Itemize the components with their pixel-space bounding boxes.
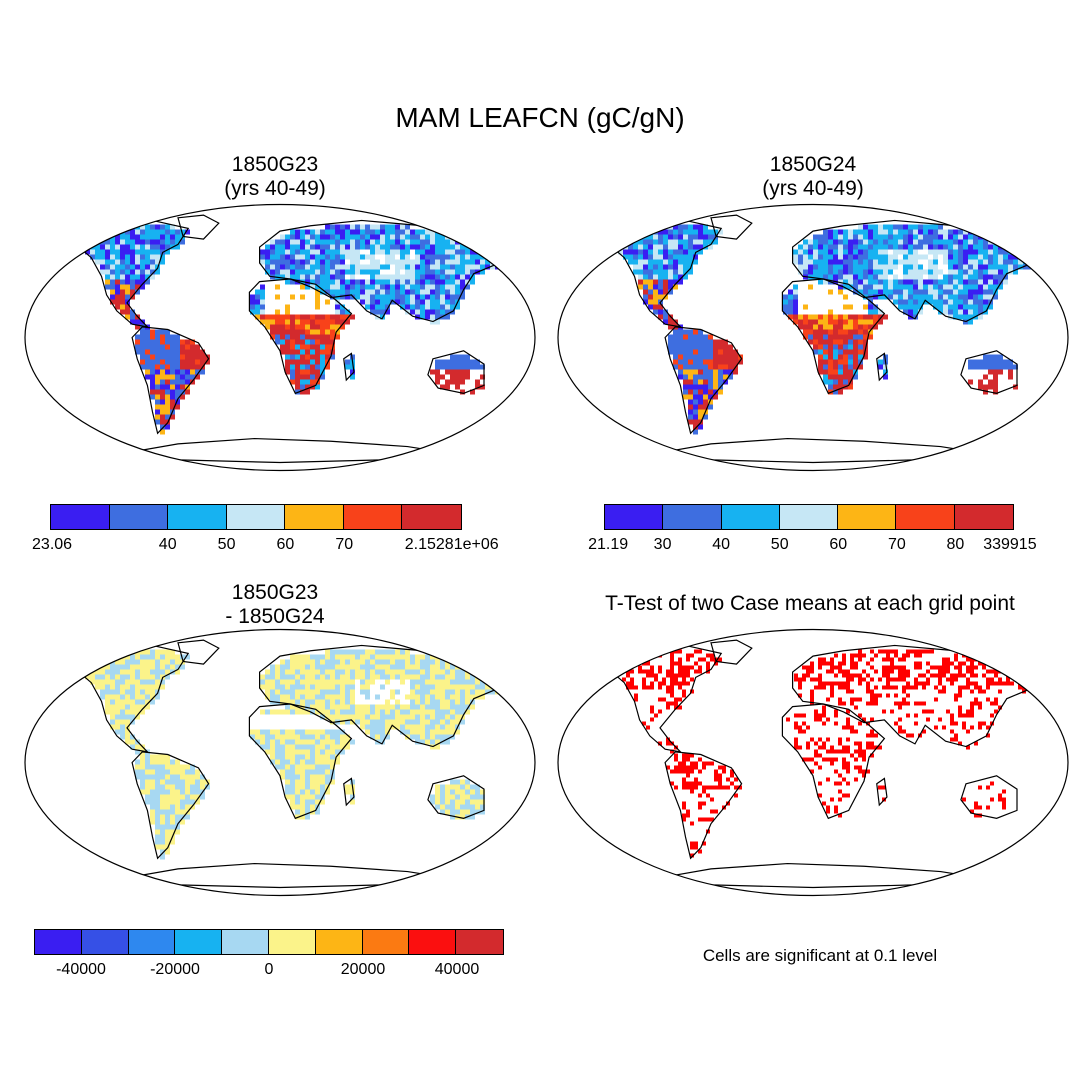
coastline-madagascar: [343, 352, 355, 382]
coastline-greenland: [710, 214, 753, 240]
map-border: [24, 628, 536, 897]
coastline-europeAsia: [259, 644, 506, 748]
colorbar-tick-label: 40: [712, 536, 731, 553]
colorbar-box: [954, 505, 1013, 529]
colorbar-tick-label: 80: [946, 536, 965, 553]
colorbar-box: [721, 505, 780, 529]
colorbar-box: [226, 505, 286, 529]
colorbar-box: [838, 505, 897, 529]
panel-c-title: 1850G23 - 1850G24: [225, 581, 325, 628]
colorbar-tick-label: 70: [335, 536, 354, 553]
colorbar-box: [315, 930, 363, 954]
coastline-greenland: [710, 639, 753, 665]
colorbar-box: [779, 505, 839, 529]
coastline-australia: [427, 350, 485, 394]
colorbar-tick-label: 23.06: [32, 536, 73, 553]
coastline-northAmerica: [64, 219, 190, 328]
coastline-africa: [248, 278, 353, 395]
colorbar-c: [34, 929, 504, 955]
map-panel-a: [24, 203, 536, 472]
map-coastlines: [597, 639, 1039, 889]
panel-d-title: T-Test of two Case means at each grid po…: [605, 592, 1015, 615]
coastline-madagascar: [876, 352, 888, 382]
significance-note: Cells are significant at 0.1 level: [702, 946, 938, 965]
coastline-greenland: [177, 214, 220, 240]
colorbar-box: [128, 930, 176, 954]
colorbar-box: [81, 930, 129, 954]
colorbar-tick-label: 339915: [983, 536, 1037, 553]
colorbar-tick-label: 21.19: [588, 536, 629, 553]
colorbar-a-labels: 23.06 40 50 60 70 2.15281e+06: [32, 536, 499, 556]
coastline-greenland: [177, 639, 220, 665]
colorbar-tick-label: 40: [158, 536, 177, 553]
colorbar-box: [51, 505, 110, 529]
coastline-europeAsia: [792, 219, 1039, 323]
colorbar-tick-label: 40000: [434, 961, 480, 978]
coastline-africa: [781, 278, 886, 395]
coastline-northAmerica: [64, 644, 190, 753]
coastline-africa: [248, 703, 353, 820]
map-coastlines: [64, 214, 506, 464]
map-panel-c: [24, 628, 536, 897]
coastline-northAmerica: [597, 219, 723, 328]
colorbar-box: [402, 505, 461, 529]
map-border: [24, 203, 536, 472]
colorbar-tick-label: 70: [887, 536, 906, 553]
coastline-australia: [960, 775, 1018, 819]
map-border: [557, 203, 1069, 472]
colorbar-box: [896, 505, 955, 529]
colorbar-b: [604, 504, 1014, 530]
colorbar-tick-label: -20000: [150, 961, 200, 978]
colorbar-a: [50, 504, 462, 530]
colorbar-box: [285, 505, 344, 529]
colorbar-box: [409, 930, 457, 954]
coastline-africa: [781, 703, 886, 820]
colorbar-box: [605, 505, 664, 529]
map-cells: [70, 649, 505, 860]
map-border: [557, 628, 1069, 897]
coastline-europeAsia: [792, 644, 1039, 748]
coastline-southAmerica: [664, 751, 743, 860]
coastline-southAmerica: [131, 326, 210, 435]
colorbar-tick-label: 20000: [340, 961, 386, 978]
coastline-madagascar: [343, 777, 355, 807]
map-panel-b: [557, 203, 1069, 472]
colorbar-box: [35, 930, 82, 954]
panel-b-title: 1850G24 (yrs 40-49): [762, 153, 864, 200]
colorbar-box: [222, 930, 269, 954]
colorbar-b-labels: 21.19 30 40 50 60 70 80 339915: [588, 536, 1037, 556]
panel-a-title: 1850G23 (yrs 40-49): [224, 153, 326, 200]
colorbar-c-labels: -40000 -20000 0 20000 40000: [34, 961, 504, 981]
colorbar-box: [109, 505, 169, 529]
colorbar-tick-label: 2.15281e+06: [404, 536, 499, 553]
colorbar-tick-label: 50: [770, 536, 789, 553]
colorbar-box: [343, 505, 403, 529]
colorbar-box: [175, 930, 223, 954]
colorbar-box: [268, 930, 316, 954]
coastline-northAmerica: [597, 644, 723, 753]
coastline-southAmerica: [664, 326, 743, 435]
coastline-australia: [960, 350, 1018, 394]
coastline-madagascar: [876, 777, 888, 807]
colorbar-tick-label: 50: [217, 536, 236, 553]
colorbar-tick-label: 60: [276, 536, 295, 553]
colorbar-tick-label: -40000: [56, 961, 106, 978]
colorbar-box: [456, 930, 503, 954]
colorbar-tick-label: 0: [264, 961, 274, 978]
colorbar-box: [663, 505, 722, 529]
colorbar-tick-label: 30: [653, 536, 672, 553]
colorbar-box: [168, 505, 227, 529]
coastline-australia: [427, 775, 485, 819]
map-panel-d: [557, 628, 1069, 897]
main-title: MAM LEAFCN (gC/gN): [395, 102, 685, 133]
coastline-southAmerica: [131, 751, 210, 860]
colorbar-box: [362, 930, 410, 954]
coastline-europeAsia: [259, 219, 506, 323]
colorbar-tick-label: 60: [829, 536, 848, 553]
